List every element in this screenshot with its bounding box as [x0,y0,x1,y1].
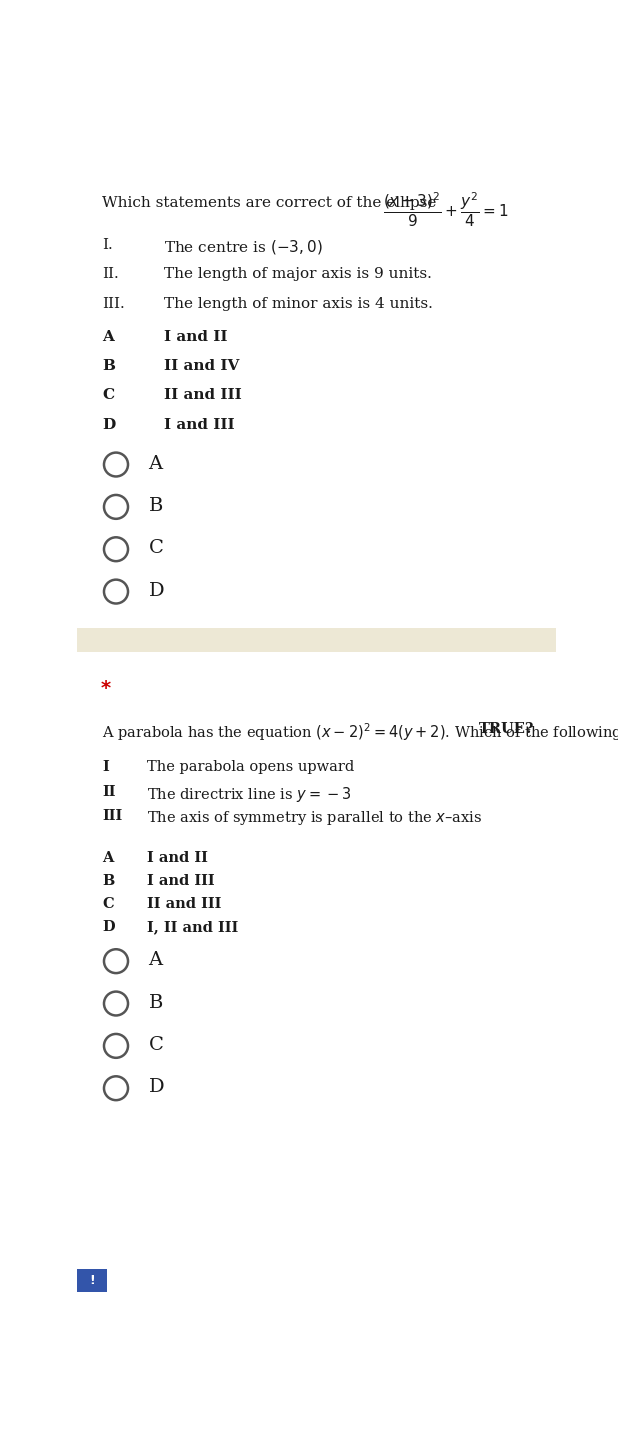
Text: II and III: II and III [164,388,242,402]
Text: B: B [102,874,114,889]
Text: B: B [102,359,115,373]
Text: B: B [148,993,163,1012]
Text: The length of minor axis is 4 units.: The length of minor axis is 4 units. [164,296,433,311]
Bar [77,1269,107,1292]
Text: I, II and III: I, II and III [147,921,239,935]
Text: II: II [102,786,116,799]
Text: *: * [101,680,111,698]
Text: B: B [148,497,163,515]
Text: A: A [148,454,163,472]
Text: The centre is $(-3,0)$: The centre is $(-3,0)$ [164,238,323,256]
Text: C: C [148,1035,163,1054]
Text: D: D [102,921,115,935]
Text: II and IV: II and IV [164,359,239,373]
Text: The directrix line is $y = -3$: The directrix line is $y = -3$ [147,786,351,804]
Text: II and III: II and III [147,897,221,912]
Text: III.: III. [102,296,125,311]
Text: C: C [102,388,114,402]
Text: II.: II. [102,267,119,282]
Text: I and II: I and II [164,330,227,344]
Text: I and III: I and III [164,418,235,431]
Text: D: D [148,582,164,600]
Text: I.: I. [102,238,113,253]
Bar [77,627,556,652]
Text: A: A [102,330,114,344]
Text: A: A [148,951,163,968]
Text: A parabola has the equation $(x-2)^{2}=4(y+2)$. Which of the following are: A parabola has the equation $(x-2)^{2}=4… [102,722,618,743]
Text: C: C [148,539,163,558]
Text: Which statements are correct of the ellipse: Which statements are correct of the elli… [102,196,436,209]
Text: D: D [148,1079,164,1096]
Text: TRUE?: TRUE? [479,722,534,736]
Text: $\dfrac{(x+3)^{2}}{9}+\dfrac{y^{2}}{4}=1$: $\dfrac{(x+3)^{2}}{9}+\dfrac{y^{2}}{4}=1… [383,190,509,229]
Text: I and III: I and III [147,874,214,889]
Text: D: D [102,418,116,431]
Text: A: A [102,851,114,865]
Text: The length of major axis is 9 units.: The length of major axis is 9 units. [164,267,432,282]
Text: C: C [102,897,114,912]
Text: The axis of symmetry is parallel to the $x$–axis: The axis of symmetry is parallel to the … [147,810,483,828]
Text: The parabola opens upward: The parabola opens upward [147,761,354,774]
Text: III: III [102,810,122,823]
Text: !: ! [89,1275,95,1288]
Text: I: I [102,761,109,774]
Text: I and II: I and II [147,851,208,865]
